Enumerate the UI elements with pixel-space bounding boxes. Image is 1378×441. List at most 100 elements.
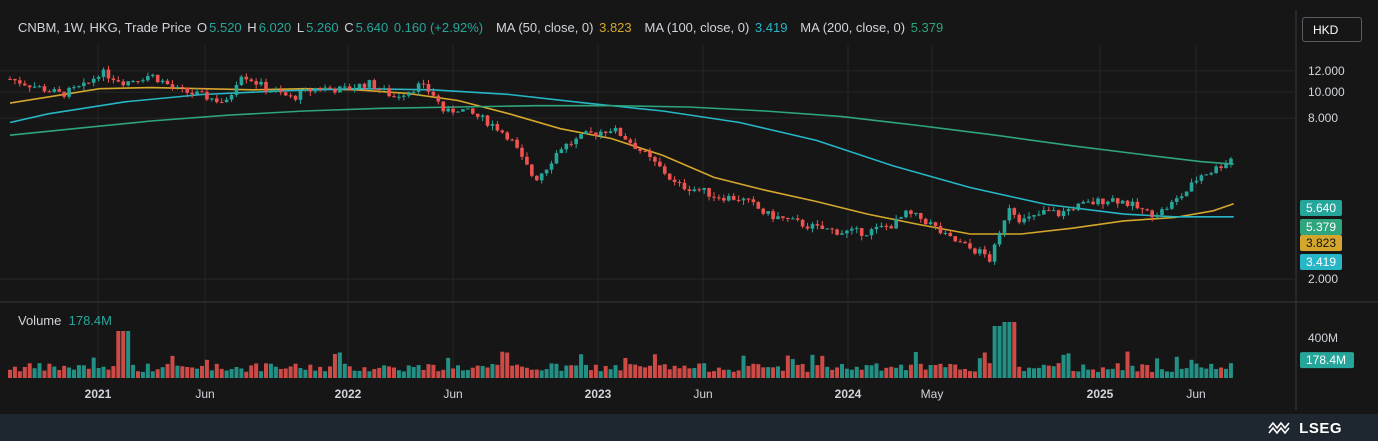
volume-bar bbox=[736, 370, 741, 378]
candle-body bbox=[377, 89, 382, 91]
candle-body bbox=[490, 124, 495, 126]
candle-body bbox=[584, 131, 588, 135]
candle-body bbox=[1130, 201, 1135, 207]
candle-body bbox=[539, 173, 544, 181]
candle-body bbox=[914, 212, 918, 214]
footer-bar: LSEG bbox=[0, 414, 1378, 441]
candle-body bbox=[347, 86, 352, 90]
volume-value: 178.4M bbox=[68, 313, 112, 328]
candle-body bbox=[1135, 201, 1140, 209]
candle-body bbox=[594, 132, 598, 136]
volume-bar bbox=[1002, 322, 1007, 378]
volume-bar bbox=[101, 366, 106, 378]
candle-body bbox=[86, 82, 91, 84]
volume-bar bbox=[495, 364, 500, 378]
volume-bar bbox=[145, 363, 150, 378]
candle-body bbox=[288, 95, 293, 97]
candle-body bbox=[441, 101, 446, 112]
volume-bar bbox=[1032, 368, 1036, 378]
volume-bar bbox=[539, 370, 544, 378]
candle-body bbox=[480, 115, 485, 117]
candle-body bbox=[1174, 198, 1179, 202]
candle-body bbox=[1120, 200, 1125, 204]
candle-body bbox=[22, 83, 27, 86]
candle-body bbox=[1155, 214, 1159, 218]
volume-bar bbox=[726, 369, 731, 378]
volume-bar bbox=[618, 370, 623, 378]
candle-body bbox=[525, 156, 529, 165]
currency-button[interactable]: HKD bbox=[1302, 17, 1362, 42]
volume-tag bbox=[1300, 352, 1354, 369]
time-tick-label: Jun bbox=[693, 387, 712, 401]
volume-bar bbox=[805, 371, 810, 378]
candle-body bbox=[1032, 215, 1036, 217]
candle-body bbox=[830, 228, 834, 230]
candle-body bbox=[402, 95, 406, 97]
candle-body bbox=[687, 189, 692, 192]
candle-body bbox=[795, 218, 800, 220]
candle-body bbox=[894, 218, 898, 229]
candle-body bbox=[466, 108, 470, 110]
volume-bar bbox=[766, 367, 771, 378]
candle-body bbox=[1027, 216, 1031, 219]
candle-body bbox=[1204, 174, 1209, 176]
candle-body bbox=[1219, 166, 1223, 169]
candle-body bbox=[554, 152, 559, 164]
volume-bar bbox=[37, 363, 42, 378]
volume-bar bbox=[864, 365, 869, 378]
volume-bar bbox=[977, 358, 982, 378]
volume-bar bbox=[352, 370, 357, 378]
volume-bar bbox=[1189, 359, 1194, 378]
candle-body bbox=[397, 96, 401, 98]
candle-body bbox=[973, 248, 977, 254]
candle-body bbox=[254, 81, 258, 85]
ma200-label: MA (200, close, 0) bbox=[800, 20, 906, 35]
volume-bar bbox=[190, 367, 195, 378]
close-label: C bbox=[344, 20, 354, 35]
candle-body bbox=[451, 108, 455, 113]
candle-body bbox=[1012, 208, 1017, 215]
volume-bar bbox=[648, 365, 652, 378]
candle-body bbox=[682, 182, 687, 190]
symbol-info: CNBM, 1W, HKG, Trade Price bbox=[18, 20, 192, 35]
candle-body bbox=[155, 74, 160, 83]
volume-bar bbox=[968, 371, 972, 378]
volume-bar bbox=[524, 367, 529, 378]
volume-bar bbox=[396, 370, 401, 378]
candle-body bbox=[13, 79, 17, 81]
candle-body bbox=[426, 83, 431, 92]
volume-bar bbox=[318, 366, 323, 378]
volume-bar bbox=[278, 368, 283, 378]
candle-body bbox=[338, 86, 342, 93]
volume-bar bbox=[131, 364, 136, 378]
candle-body bbox=[648, 151, 652, 158]
volume-bar bbox=[446, 357, 451, 378]
volume-bar bbox=[67, 367, 72, 378]
volume-bar bbox=[874, 363, 879, 378]
candle-body bbox=[854, 228, 859, 230]
candle-body bbox=[958, 241, 962, 243]
candle-body bbox=[475, 113, 480, 117]
candle-body bbox=[175, 86, 180, 88]
volume-bar bbox=[1169, 371, 1174, 378]
volume-bar bbox=[1125, 351, 1130, 378]
volume-bar bbox=[126, 331, 131, 378]
price-tag-label: 3.823 bbox=[1306, 236, 1336, 250]
candle-body bbox=[1160, 209, 1164, 215]
volume-bar bbox=[8, 369, 12, 378]
volume-bar bbox=[1179, 368, 1184, 378]
candle-body bbox=[406, 91, 411, 96]
volume-bar bbox=[1012, 322, 1017, 378]
candle-body bbox=[224, 99, 229, 103]
candle-body bbox=[889, 226, 894, 229]
volume-bar bbox=[465, 369, 470, 378]
volume-bar bbox=[584, 364, 588, 378]
volume-bar bbox=[195, 368, 200, 378]
candle-body bbox=[229, 94, 234, 100]
volume-bar bbox=[859, 369, 864, 378]
candle-body bbox=[781, 216, 785, 218]
volume-bar bbox=[702, 363, 707, 378]
volume-bar bbox=[249, 365, 254, 378]
candle-body bbox=[1007, 208, 1012, 221]
